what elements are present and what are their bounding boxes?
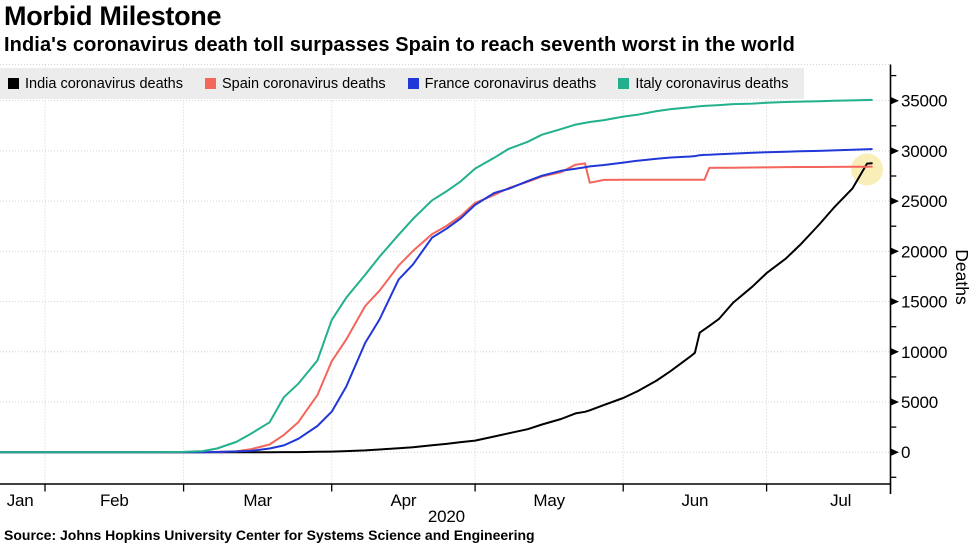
x-tick-label: Jun xyxy=(681,491,708,510)
series-line-spain xyxy=(0,162,873,454)
series-line-italy xyxy=(0,98,873,454)
legend-item-india: India coronavirus deaths xyxy=(8,76,183,92)
x-tick-label: Mar xyxy=(243,491,272,510)
legend-item-spain: Spain coronavirus deaths xyxy=(205,76,386,92)
y-tick-label: 20000 xyxy=(901,242,947,261)
legend: India coronavirus deaths Spain coronaviru… xyxy=(0,68,805,99)
chart-subtitle: India's coronavirus death toll surpasses… xyxy=(4,34,795,56)
highlight-circle xyxy=(851,153,883,186)
series-line-france xyxy=(0,148,873,454)
y-tick-label: 25000 xyxy=(901,192,947,211)
y-major-tick xyxy=(890,96,899,105)
y-major-tick xyxy=(890,197,899,205)
legend-swatch-france xyxy=(407,78,419,89)
legend-label-india: India coronavirus deaths xyxy=(25,75,183,92)
y-major-tick xyxy=(890,398,899,406)
series-line-india xyxy=(0,162,873,454)
y-major-tick xyxy=(890,448,899,456)
y-tick-label: 35000 xyxy=(901,92,947,111)
y-major-tick xyxy=(890,297,899,306)
x-axis-year-label: 2020 xyxy=(428,507,465,526)
legend-swatch-spain xyxy=(205,78,216,89)
legend-swatch-india xyxy=(8,78,19,89)
x-tick-label: Apr xyxy=(390,491,416,510)
legend-label-france: France coronavirus deaths xyxy=(424,75,597,92)
legend-label-spain: Spain coronavirus deaths xyxy=(222,75,386,92)
legend-swatch-italy xyxy=(618,78,630,89)
legend-item-italy: Italy coronavirus deaths xyxy=(618,76,788,92)
source-note: Source: Johns Hopkins University Center … xyxy=(4,527,535,543)
y-major-tick xyxy=(890,147,899,155)
x-tick-label: Jan xyxy=(7,491,34,510)
x-tick-label: Feb xyxy=(100,491,129,510)
legend-label-italy: Italy coronavirus deaths xyxy=(635,75,789,92)
x-tick-label: Jul xyxy=(830,491,851,510)
y-axis-title: Deaths xyxy=(952,249,972,305)
y-tick-label: 10000 xyxy=(901,343,947,362)
y-tick-label: 30000 xyxy=(901,142,947,161)
y-major-tick xyxy=(890,348,899,356)
y-tick-label: 15000 xyxy=(901,293,947,312)
chart-title: Morbid Milestone xyxy=(4,1,222,31)
y-tick-label: 5000 xyxy=(901,393,938,412)
y-major-tick xyxy=(890,247,899,256)
legend-item-france: France coronavirus deaths xyxy=(407,75,597,92)
y-tick-label: 0 xyxy=(901,443,910,462)
x-tick-label: May xyxy=(533,491,565,510)
